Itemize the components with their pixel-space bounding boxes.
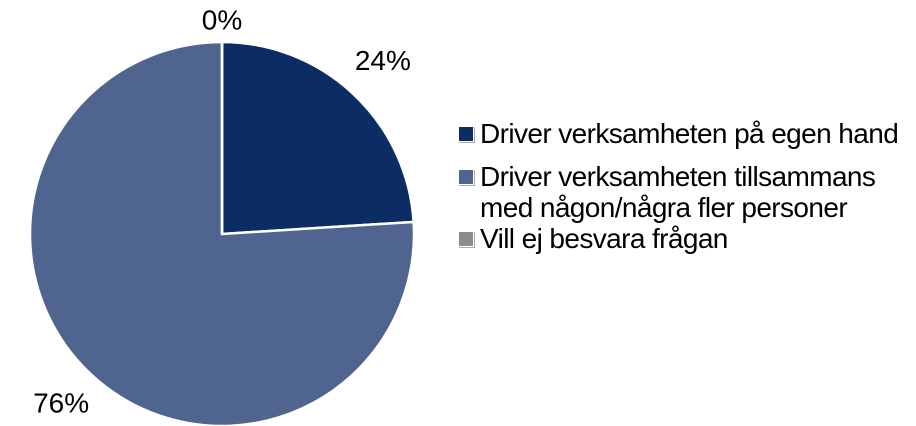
legend-label: Driver verksamheten tillsammans med någo… xyxy=(480,161,876,223)
legend-item: Driver verksamheten tillsammans med någo… xyxy=(458,161,908,223)
legend-swatch xyxy=(458,169,474,185)
pie-slice xyxy=(220,40,415,236)
legend-label: Driver verksamheten på egen hand xyxy=(480,118,899,149)
data-label: 76% xyxy=(33,388,89,419)
legend-label: Vill ej besvara frågan xyxy=(480,223,728,254)
legend: Driver verksamheten på egen hand Driver v… xyxy=(458,118,908,266)
legend-swatch xyxy=(458,126,474,142)
data-label: 24% xyxy=(355,45,411,76)
legend-item: Driver verksamheten på egen hand xyxy=(458,118,908,149)
pie-slice xyxy=(28,40,416,426)
legend-swatch xyxy=(458,231,474,247)
legend-item: Vill ej besvara frågan xyxy=(458,223,908,254)
data-label: 0% xyxy=(202,4,242,35)
